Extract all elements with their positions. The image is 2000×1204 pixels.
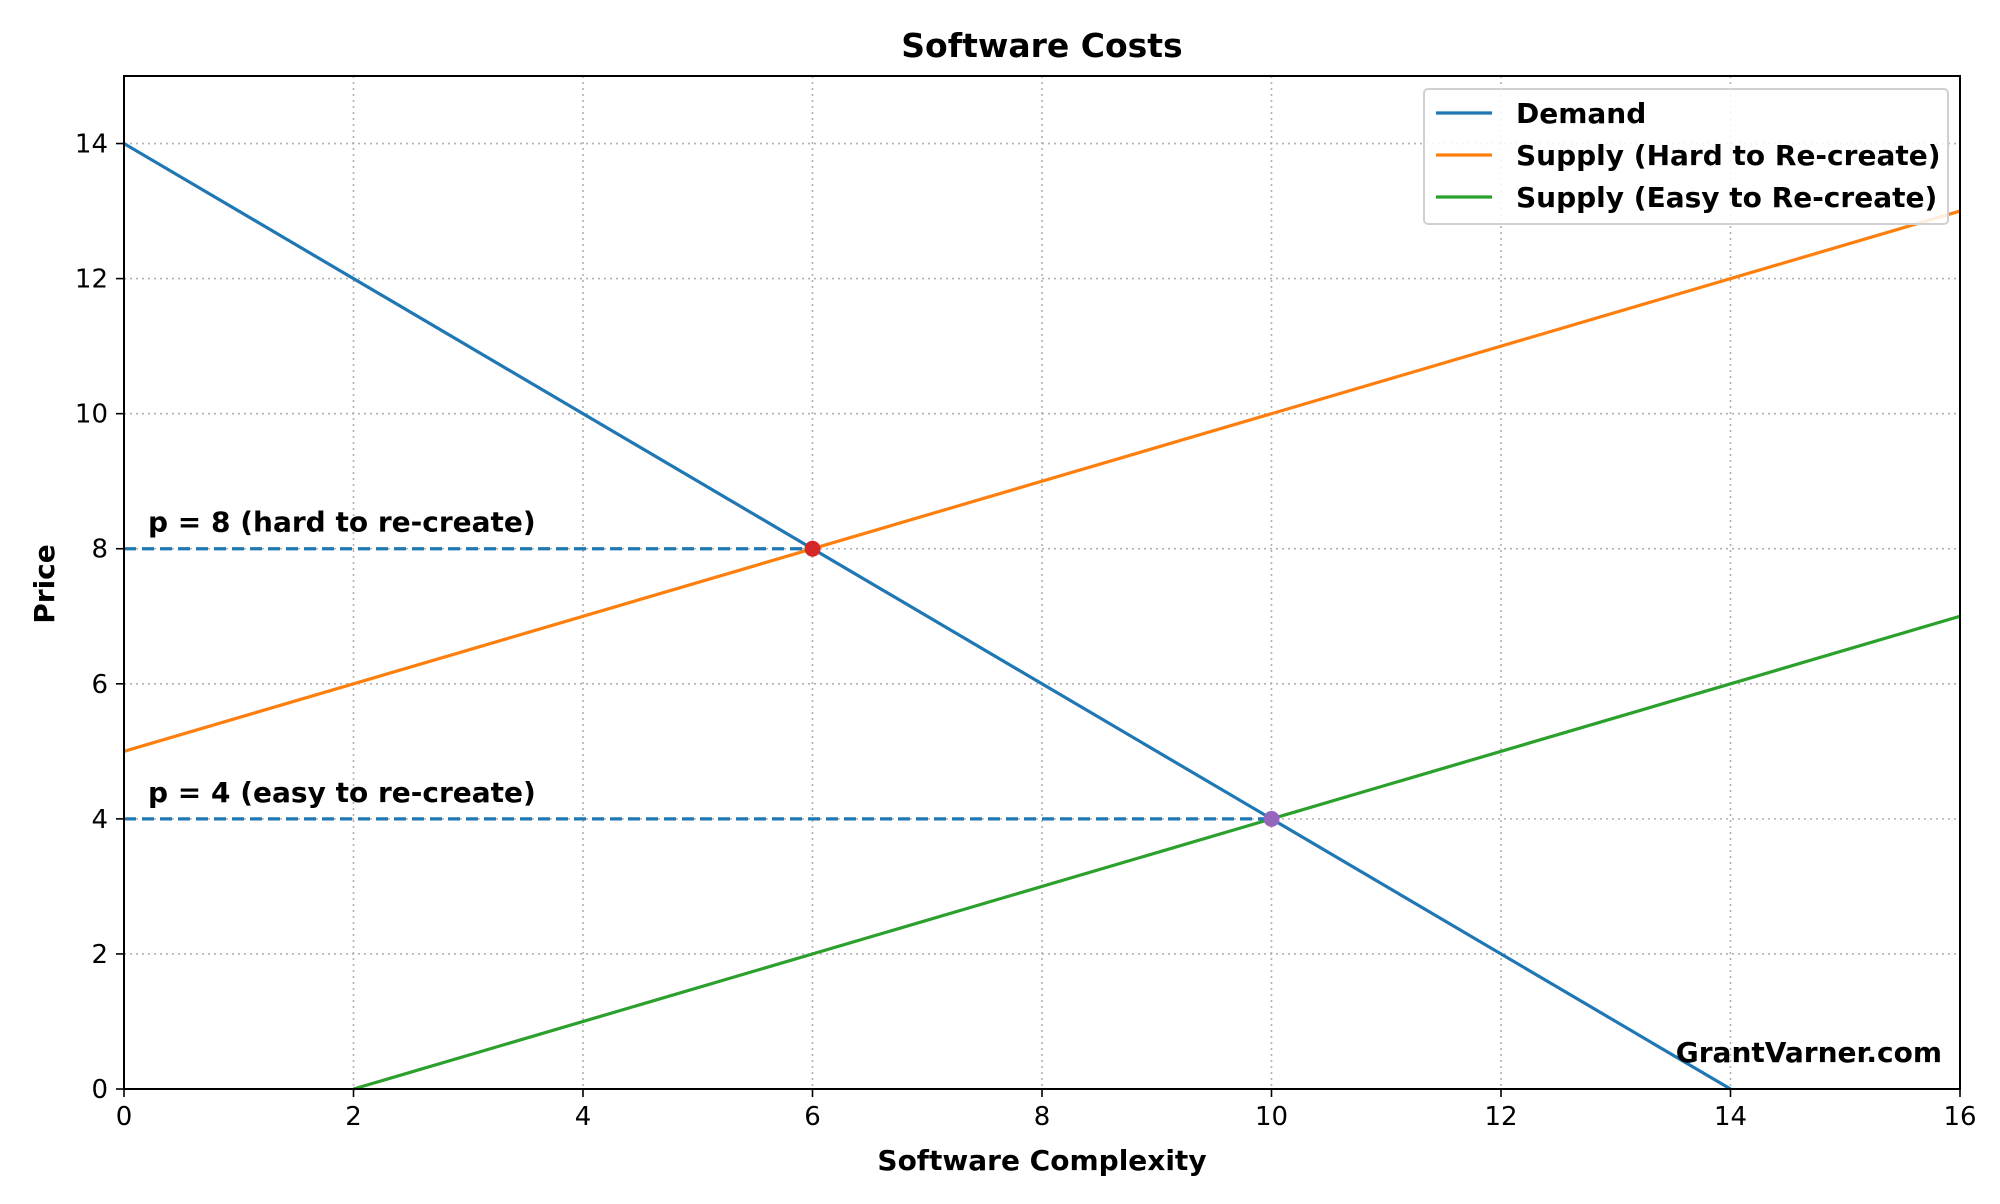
legend-entry-label: Demand [1516, 97, 1646, 130]
x-tick-label: 2 [345, 1102, 362, 1132]
y-tick-label: 0 [91, 1075, 108, 1105]
ticks-layer: 0 2 4 6 8 10 12 14 16 0 2 4 6 8 10 12 14 [75, 130, 1977, 1132]
data-layer: p = 8 (hard to re-create) p = 4 (easy to … [123, 142, 1961, 1091]
y-tick-label: 8 [91, 535, 108, 565]
equilibrium-point [1263, 810, 1280, 827]
x-tick-label: 8 [1034, 1102, 1051, 1132]
x-tick-label: 12 [1484, 1102, 1517, 1132]
chart-title: Software Costs [901, 26, 1182, 65]
y-tick-label: 4 [91, 805, 108, 835]
series-line-supply-easy-to-re-create [353, 614, 1961, 1091]
legend-entry-label: Supply (Easy to Re-create) [1516, 181, 1937, 214]
watermark-text: GrantVarner.com [1676, 1036, 1942, 1069]
legend: Demand Supply (Hard to Re-create) Supply (… [1423, 88, 1949, 225]
y-tick-label: 2 [91, 940, 108, 970]
x-tick-label: 16 [1943, 1102, 1976, 1132]
grid-layer [123, 76, 1961, 1090]
y-tick-label: 10 [75, 400, 108, 430]
legend-entry-label: Supply (Hard to Re-create) [1516, 139, 1941, 172]
series-line-demand [123, 142, 1732, 1091]
x-tick-label: 6 [804, 1102, 821, 1132]
series-line-supply-hard-to-re-create [123, 209, 1961, 753]
equilibrium-point [804, 540, 821, 557]
y-tick-label: 12 [75, 265, 108, 295]
x-tick-label: 14 [1714, 1102, 1747, 1132]
x-tick-label: 4 [575, 1102, 592, 1132]
y-tick-label: 6 [91, 670, 108, 700]
price-annotation: p = 4 (easy to re-create) [148, 776, 536, 809]
y-axis-label: Price [28, 544, 61, 624]
legend-box [1423, 88, 1949, 225]
y-tick-label: 14 [75, 130, 108, 160]
price-annotation: p = 8 (hard to re-create) [148, 506, 536, 539]
x-tick-label: 10 [1255, 1102, 1288, 1132]
x-axis-label: Software Complexity [877, 1144, 1206, 1177]
x-tick-label: 0 [116, 1102, 133, 1132]
